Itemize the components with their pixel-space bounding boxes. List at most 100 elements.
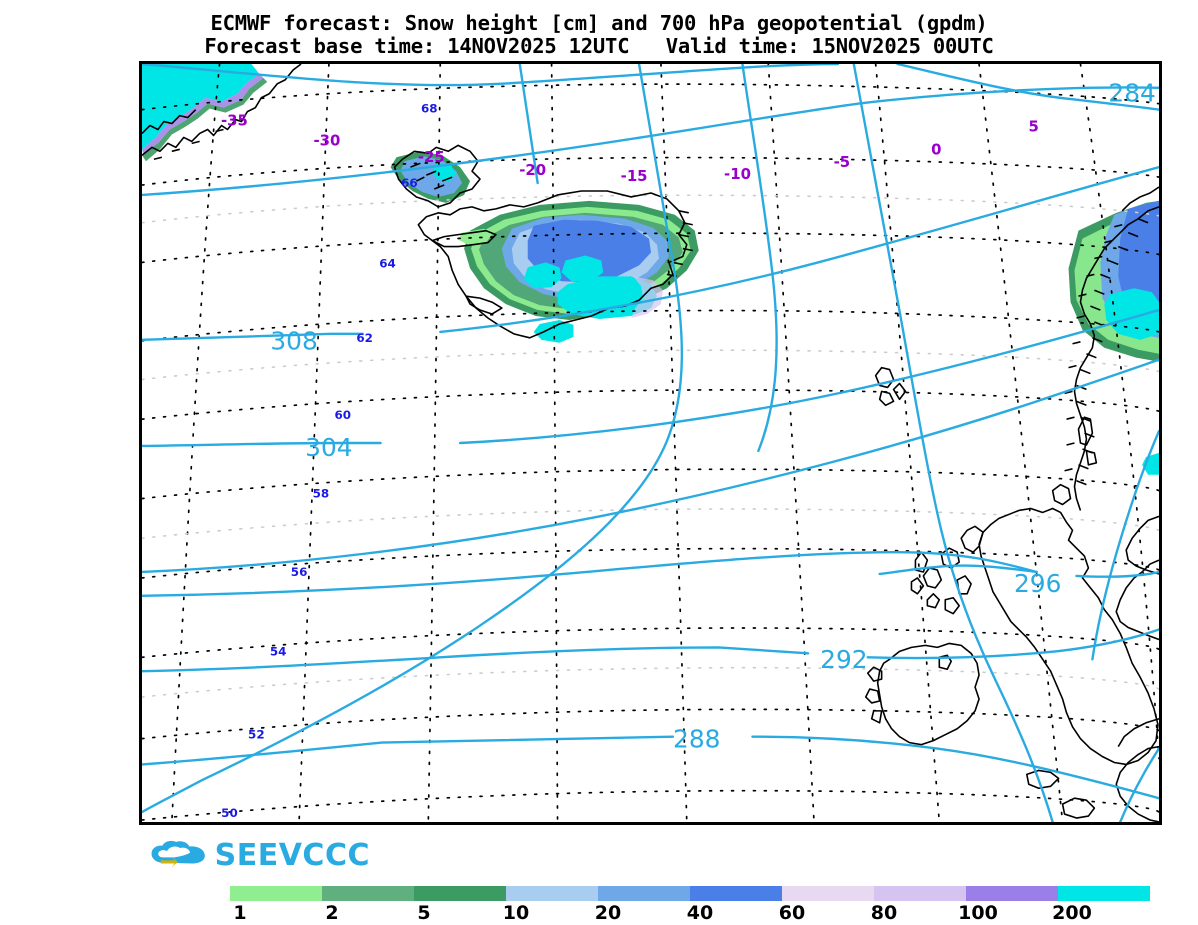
contour-312b: [896, 64, 1159, 111]
lon-label: -20: [519, 161, 546, 179]
colorbar-tick: 100: [958, 902, 998, 924]
page-title: ECMWF forecast: Snow height [cm] and 700…: [0, 12, 1198, 58]
colorbar-tick-labels: 1 2 5 10 20 40 60 80 100 200: [230, 901, 1150, 924]
contour-296-right: [1075, 570, 1159, 578]
meridian-m35: [170, 64, 221, 822]
coastline-layer: [142, 64, 1159, 822]
graticule-ghost-layer: [142, 194, 1159, 698]
meridian-m20: [550, 64, 559, 822]
map-canvas[interactable]: -35 -30 -25 -20 -15 -10 -5 0 5 68 66: [142, 64, 1159, 822]
lat-label: 60: [335, 408, 352, 422]
snow-region-vatnajokull: [557, 276, 657, 319]
colorbar[interactable]: 1 2 5 10 20 40 60 80 100 200: [230, 886, 1150, 924]
colorbar-tick: 2: [325, 902, 339, 924]
lon-label: -30: [313, 131, 340, 149]
contour-trough-west: [518, 64, 539, 185]
snow-region-norway-cyan: [1104, 288, 1159, 340]
contour-trough-north: [741, 64, 778, 453]
latitude-line-68: [142, 83, 1159, 111]
colorbar-strip: [230, 886, 1150, 901]
lat-label: 50: [221, 806, 238, 820]
contour-304-left: [142, 441, 382, 448]
title-line-times: Forecast base time: 14NOV2025 12UTC Vali…: [204, 34, 994, 58]
cloud-icon: [151, 840, 205, 868]
lat-label: 68: [421, 102, 438, 116]
latitude-line-64: [142, 232, 1159, 264]
meridian-m10: [767, 64, 815, 822]
latitude-labels: 68 66 64 62 60 58 56 54 52 50: [221, 102, 437, 820]
latitude-line-60: [142, 389, 1159, 421]
lon-label: 5: [1029, 117, 1039, 135]
coast-continent-channel: [1117, 718, 1159, 748]
colorbar-tick: 20: [594, 902, 622, 924]
coast-greenland-detail: [142, 109, 197, 135]
contour-trough-iceland: [142, 64, 684, 814]
coast-continent-denmark: [1115, 559, 1159, 641]
logo-text: SEEVCCC: [214, 837, 370, 873]
colorbar-segment: [1058, 886, 1150, 901]
seevccc-logo[interactable]: SEEVCCC: [150, 833, 370, 877]
colorbar-segment: [782, 886, 874, 901]
coast-shetland: [1077, 416, 1098, 466]
lat-label: 62: [356, 331, 373, 345]
colorbar-segment: [966, 886, 1058, 901]
map-label-layer: -35 -30 -25 -20 -15 -10 -5 0 5 68 66: [221, 79, 1156, 820]
colorbar-tick: 5: [417, 902, 431, 924]
graticule-layer: [142, 64, 1159, 822]
contour-right-edge: [1091, 429, 1159, 661]
contour-296-left: [142, 550, 1038, 597]
colorbar-segment: [874, 886, 966, 901]
contour-label: 292: [820, 645, 867, 674]
colorbar-tick: 10: [502, 902, 530, 924]
lake-lough-neagh: [938, 654, 953, 671]
coast-iceland-eastfjords: [666, 210, 693, 278]
contour-308-label-line: [142, 332, 364, 342]
colorbar-segment: [598, 886, 690, 901]
latitude-line-54: [142, 627, 1159, 659]
latitude-line-50: [142, 789, 1159, 821]
contour-312: [142, 64, 840, 87]
latitude-line-58: [142, 468, 1159, 500]
coast-orkney: [1051, 483, 1072, 506]
meridian-5: [1079, 64, 1159, 760]
contour-label: 304: [305, 433, 352, 462]
contour-label: 308: [270, 327, 317, 356]
snow-region-greenland-edge: [142, 73, 264, 156]
coast-norway: [1073, 206, 1159, 511]
snow-region-norway-cyan-south: [1142, 452, 1159, 475]
lon-label: -5: [834, 153, 851, 171]
coast-brittany: [1061, 797, 1096, 819]
coast-iceland-reykjanes: [465, 295, 503, 315]
colorbar-tick: 1: [233, 902, 247, 924]
contour-292-right: [866, 628, 1159, 660]
meridian-0: [978, 64, 1064, 822]
contour-292-left: [142, 646, 810, 673]
colorbar-segment: [690, 886, 782, 901]
colorbar-tick: 40: [686, 902, 714, 924]
lat-label: 64: [379, 256, 396, 270]
colorbar-tick: 80: [870, 902, 898, 924]
contour-far-right: [1119, 747, 1159, 822]
contour-label: 284: [1108, 79, 1155, 108]
coast-greenland-islets: [153, 128, 224, 161]
latitude-line-66: [142, 156, 1159, 186]
map-frame[interactable]: -35 -30 -25 -20 -15 -10 -5 0 5 68 66: [139, 61, 1162, 825]
snow-shading-layer: [142, 64, 1159, 475]
snow-region-westfjords-peak: [432, 163, 457, 182]
lon-label: -10: [724, 165, 751, 183]
coast-faroe-islands: [874, 366, 907, 407]
coast-iceland: [417, 190, 688, 339]
coast-iceland-fjord-detail: [410, 162, 453, 190]
snow-region-greenland: [142, 64, 260, 150]
contour-label: 296: [1014, 569, 1061, 598]
lon-label: -25: [418, 148, 445, 166]
lon-label: -35: [221, 112, 248, 130]
latitude-line-62: [142, 309, 1159, 342]
contour-296-dip: [878, 564, 1038, 576]
contour-vertical-britain: [852, 64, 1054, 822]
lon-label: 0: [931, 140, 941, 158]
coast-iceland-snaefellsnes: [431, 229, 497, 248]
coast-iceland-westfjords: [393, 144, 481, 208]
longitude-labels: -35 -30 -25 -20 -15 -10 -5 0 5: [221, 112, 1039, 186]
